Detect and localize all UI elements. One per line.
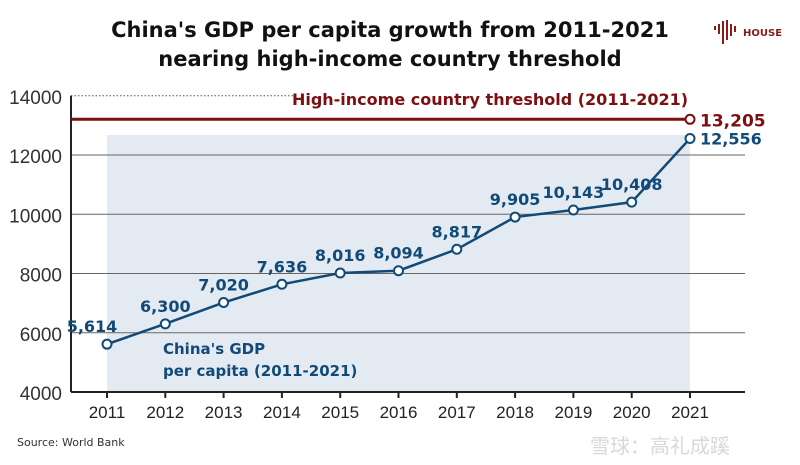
data-label: 9,905 xyxy=(490,190,541,209)
house-logo-icon xyxy=(714,20,736,44)
x-tick-label: 2021 xyxy=(671,403,709,422)
data-point xyxy=(684,133,696,145)
y-tick-label: 4000 xyxy=(20,384,62,405)
y-tick-label: 8000 xyxy=(20,266,62,287)
data-point xyxy=(159,318,171,330)
x-tick-label: 2019 xyxy=(554,403,592,422)
data-label: 8,016 xyxy=(315,246,366,265)
y-tick-label: 12000 xyxy=(9,147,62,168)
logo-text: HOUSE xyxy=(743,28,783,39)
threshold-value-label: 13,205 xyxy=(700,111,766,131)
title-line-1: China's GDP per capita growth from 2011-… xyxy=(111,18,669,42)
source-note: Source: World Bank xyxy=(17,436,125,449)
data-label: 8,094 xyxy=(373,244,424,263)
data-label: 7,020 xyxy=(198,276,249,295)
x-tick-label: 2013 xyxy=(205,403,243,422)
data-label: 8,817 xyxy=(431,222,482,241)
x-tick-label: 2016 xyxy=(380,403,418,422)
y-tick-label: 10000 xyxy=(9,206,62,227)
y-tick-label: 14000 xyxy=(9,88,62,109)
series-label-line-2: per capita (2011-2021) xyxy=(163,362,357,380)
data-point xyxy=(218,297,230,309)
series-label-line-1: China's GDP xyxy=(163,340,265,358)
x-tick-label: 2020 xyxy=(613,403,651,422)
x-tick-label: 2012 xyxy=(146,403,184,422)
x-tick-label: 2017 xyxy=(438,403,476,422)
x-tick-label: 2011 xyxy=(89,403,126,422)
data-label: 5,614 xyxy=(67,317,118,336)
data-point xyxy=(276,278,288,290)
x-tick-label: 2015 xyxy=(321,403,359,422)
data-point xyxy=(393,265,404,277)
data-point xyxy=(451,243,463,255)
data-label: 7,636 xyxy=(257,257,308,276)
watermark: 雪球：高礼成蹊 xyxy=(590,434,730,458)
data-label: 10,408 xyxy=(601,175,663,194)
data-point xyxy=(626,196,638,208)
x-tick-label: 2018 xyxy=(496,403,534,422)
data-label: 12,556 xyxy=(700,130,762,149)
y-tick-label: 6000 xyxy=(20,325,62,346)
chart-title: China's GDP per capita growth from 2011-… xyxy=(60,16,720,74)
threshold-marker xyxy=(684,113,696,125)
title-line-2: nearing high-income country threshold xyxy=(158,47,622,71)
data-point xyxy=(101,338,113,350)
data-label: 10,143 xyxy=(543,183,605,202)
data-point xyxy=(509,211,521,223)
data-point xyxy=(334,267,346,279)
x-tick-label: 2014 xyxy=(263,403,301,422)
data-point xyxy=(567,204,579,216)
shaded-area xyxy=(107,135,690,392)
data-label: 6,300 xyxy=(140,297,191,316)
threshold-name-bg xyxy=(298,86,682,110)
threshold-name-label: High-income country threshold (2011-2021… xyxy=(292,90,688,109)
